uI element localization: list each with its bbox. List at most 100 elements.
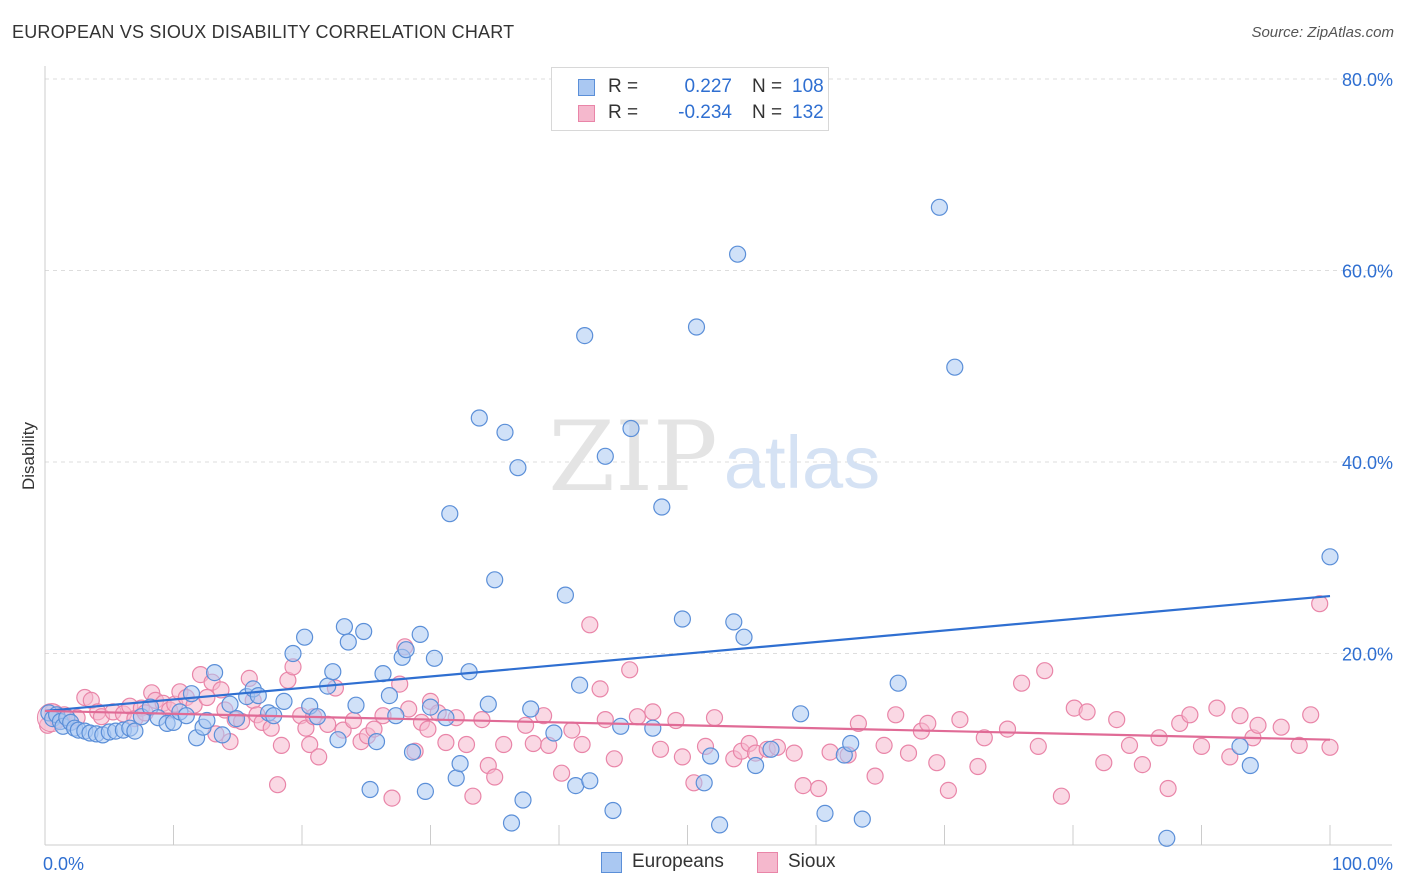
sioux-point — [969, 757, 987, 776]
sioux-point — [437, 733, 455, 752]
europeans-point — [361, 780, 379, 799]
sioux-point — [821, 743, 839, 761]
europeans-point — [1321, 548, 1339, 566]
sioux-point — [1208, 699, 1226, 717]
sioux-point — [1302, 706, 1320, 724]
sioux-point — [1078, 703, 1096, 721]
europeans-point — [581, 772, 599, 790]
sioux-point — [524, 734, 542, 753]
europeans-trend-line — [44, 594, 1331, 713]
legend-row-sioux: R = -0.234 N = 132 — [578, 100, 824, 126]
sioux-point — [591, 680, 609, 698]
watermark: ZIP atlas — [548, 401, 880, 513]
sioux-point — [809, 779, 828, 798]
sioux-point — [1249, 716, 1267, 734]
legend-r-label: R = — [608, 76, 639, 97]
europeans-point — [687, 318, 706, 336]
watermark-atlas: atlas — [724, 421, 880, 504]
sioux-point — [301, 735, 319, 754]
europeans-point — [387, 707, 405, 725]
europeans-point — [355, 622, 373, 641]
sioux-point — [605, 750, 623, 768]
bottom-legend-label-sioux: Sioux — [788, 851, 836, 872]
sioux-point — [344, 711, 362, 730]
sioux-point — [486, 768, 504, 786]
europeans-point — [479, 695, 497, 713]
sioux-point — [939, 781, 958, 800]
europeans-point — [403, 743, 422, 761]
europeans-point — [728, 245, 747, 263]
sioux-point — [705, 709, 724, 727]
sioux-point — [975, 729, 993, 747]
europeans-point — [198, 711, 216, 730]
europeans-point — [791, 705, 810, 723]
legend-n-value: 132 — [792, 102, 824, 123]
europeans-point — [380, 686, 398, 705]
europeans-point — [502, 814, 521, 832]
legend-swatch-europeans — [578, 78, 595, 96]
europeans-point — [556, 586, 575, 604]
europeans-point — [213, 726, 231, 744]
sioux-point — [1120, 736, 1139, 755]
legend-swatch-sioux — [578, 104, 595, 122]
europeans-point — [496, 423, 514, 441]
grid-lines — [45, 78, 1392, 654]
sioux-point — [1108, 710, 1126, 729]
europeans-point — [746, 756, 765, 775]
sioux-point — [928, 754, 946, 772]
legend-r-value: 0.227 — [684, 76, 732, 97]
sioux-point — [419, 720, 437, 738]
legend-row-europeans: R = 0.227 N = 108 — [578, 74, 824, 100]
sioux-point — [794, 776, 812, 795]
sioux-point — [310, 748, 328, 766]
europeans-point — [324, 663, 342, 681]
sioux-point — [552, 764, 571, 782]
sioux-point — [1029, 737, 1047, 756]
europeans-point — [206, 663, 224, 682]
europeans-point — [762, 740, 780, 758]
sioux-point — [1290, 736, 1308, 755]
europeans-point — [347, 696, 365, 714]
sioux-point — [1036, 662, 1054, 680]
europeans-point — [514, 791, 532, 809]
sioux-point — [1272, 718, 1290, 736]
europeans-point — [421, 698, 440, 716]
europeans-point — [545, 724, 563, 742]
sioux-point — [998, 720, 1017, 738]
europeans-point — [522, 700, 540, 718]
europeans-point — [411, 625, 429, 644]
europeans-point — [486, 571, 504, 589]
europeans-point — [842, 734, 860, 753]
europeans-point — [284, 644, 302, 663]
europeans-point — [441, 505, 459, 523]
bottom-legend-europeans: Europeans — [601, 851, 724, 873]
watermark-zip: ZIP — [548, 401, 717, 513]
sioux-point — [1321, 738, 1339, 756]
europeans-point — [596, 447, 614, 465]
correlation-legend: R = 0.227 N = 108 R = -0.234 N = 132 — [551, 67, 829, 131]
europeans-point — [1241, 756, 1259, 775]
europeans-point — [329, 731, 347, 749]
sioux-point — [1311, 595, 1329, 613]
europeans-point — [576, 327, 594, 345]
y-tick-label: 20.0% — [1342, 645, 1393, 665]
europeans-point — [725, 613, 743, 631]
europeans-point — [221, 695, 239, 713]
sioux-point — [673, 748, 692, 766]
chart-title: EUROPEAN VS SIOUX DISABILITY CORRELATION… — [12, 22, 515, 42]
sioux-point — [651, 740, 670, 758]
europeans-point — [1158, 829, 1176, 847]
bottom-legend-swatch-sioux — [757, 851, 778, 873]
sioux-point — [628, 708, 647, 726]
sioux-point — [1012, 674, 1031, 692]
europeans-point — [275, 692, 293, 711]
sioux-point — [1159, 779, 1177, 798]
legend-n-label: N = — [752, 102, 783, 123]
europeans-point — [946, 358, 964, 376]
europeans-point — [853, 810, 871, 828]
europeans-point — [470, 409, 488, 427]
bottom-legend-swatch-europeans — [601, 851, 622, 873]
europeans-point — [451, 754, 469, 773]
europeans-point — [416, 782, 434, 801]
